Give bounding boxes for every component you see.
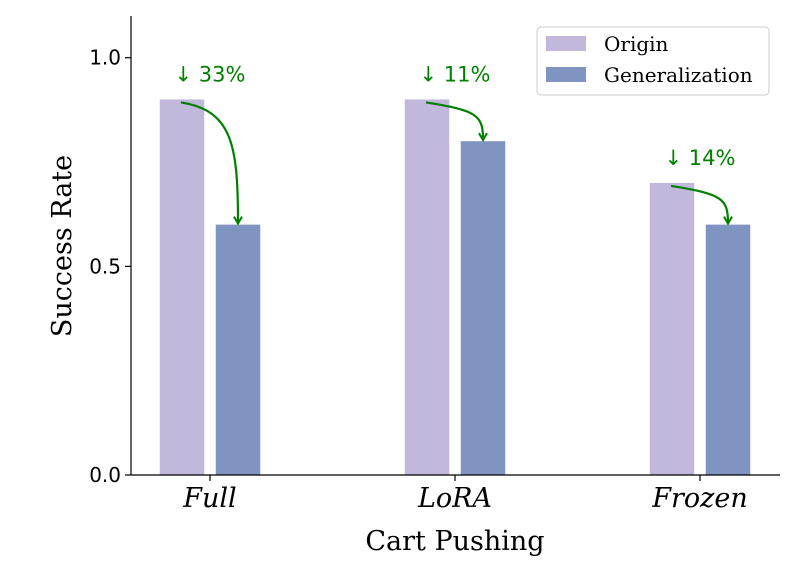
y-tick-label: 0.0	[89, 463, 121, 487]
drop-arrow-lora	[425, 101, 483, 139]
y-axis-title: Success Rate	[47, 155, 78, 337]
bar-generalization-frozen	[705, 224, 751, 475]
drop-arrow-frozen	[670, 184, 728, 223]
x-axis-title: Cart Pushing	[365, 526, 544, 557]
labels-group: 0.0 0.5 1.0 Full LoRA Frozen ↓ 33% ↓ 11% ↓ 14%	[89, 46, 748, 514]
annotation-arrows-group	[180, 101, 728, 223]
bar-origin-frozen	[649, 182, 695, 475]
legend-frame	[536, 26, 770, 96]
y-tick-label: 1.0	[89, 46, 121, 70]
x-tick-label-frozen: Frozen	[651, 483, 748, 514]
legend-label-generalization: Generalization	[604, 63, 753, 87]
drop-annotation-full: ↓ 33%	[175, 62, 246, 86]
legend-swatch-generalization	[546, 67, 586, 82]
legend: Origin Generalization	[536, 26, 770, 96]
drop-arrow-full	[180, 101, 238, 222]
bar-origin-lora	[404, 99, 450, 476]
drop-annotation-frozen: ↓ 14%	[665, 146, 736, 170]
axes-group	[125, 16, 780, 481]
legend-label-origin: Origin	[604, 32, 669, 56]
drop-annotation-lora: ↓ 11%	[420, 62, 491, 86]
bars-group	[159, 99, 751, 476]
bar-origin-full	[159, 99, 205, 476]
bar-generalization-lora	[460, 141, 506, 475]
y-tick-label: 0.5	[89, 254, 121, 278]
x-tick-label-lora: LoRA	[417, 483, 492, 514]
x-tick-label-full: Full	[182, 483, 236, 514]
bar-generalization-full	[215, 224, 261, 475]
legend-swatch-origin	[546, 36, 586, 51]
